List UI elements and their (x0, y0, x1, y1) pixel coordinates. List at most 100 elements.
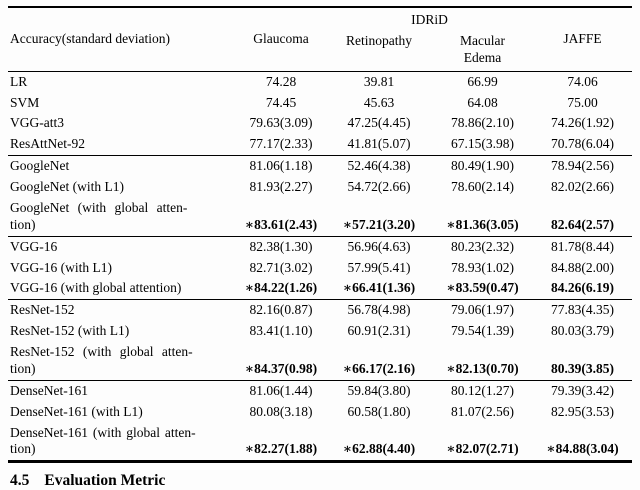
table-row: DenseNet-161 (with L1) 80.08(3.18) 60.58… (8, 402, 632, 423)
table-row: VGG-att3 79.63(3.09) 47.25(4.45) 78.86(2… (8, 113, 632, 134)
jaffe-value: 81.78(8.44) (551, 238, 614, 254)
jaffe-value: 74.26(1.92) (551, 115, 614, 131)
model-label: VGG-16 (10, 238, 58, 254)
model-label: ResAttNet-92 (10, 136, 85, 152)
glaucoma-value: 82.16(0.87) (249, 302, 313, 318)
retinopathy-value: 45.63 (363, 94, 395, 110)
jaffe-value: 82.02(2.66) (551, 179, 614, 194)
jaffe-value: 70.78(6.04) (551, 136, 614, 152)
model-label: ResNet-152 (with global atten- tion) (10, 344, 193, 376)
column-header-glaucoma: Glaucoma (253, 30, 309, 46)
macular-edema-value: 78.93(1.02) (451, 259, 514, 275)
model-label: GoogleNet (with L1) (10, 179, 124, 194)
table-row: LR 74.28 39.81 66.99 74.06 (8, 71, 632, 92)
retinopathy-value: 57.99(5.41) (347, 259, 411, 275)
jaffe-value: 82.64(2.57) (551, 216, 614, 232)
model-label: ResNet-152 (10, 302, 75, 318)
jaffe-value: 84.88(2.00) (551, 259, 614, 275)
macular-edema-value: 66.99 (467, 73, 498, 89)
glaucoma-value: 82.71(3.02) (249, 259, 313, 275)
table-header: Accuracy(standard deviation) Glaucoma ID… (8, 7, 632, 72)
macular-edema-value: 64.08 (467, 94, 498, 110)
table-row: DenseNet-161 81.06(1.44) 59.84(3.80) 80.… (8, 380, 632, 401)
retinopathy-value: 52.46(4.38) (347, 158, 411, 174)
group-googlenet: GoogleNet 81.06(1.18) 52.46(4.38) 80.49(… (8, 155, 632, 237)
glaucoma-value: 81.06(1.44) (249, 382, 313, 398)
macular-edema-value: 79.54(1.39) (451, 323, 514, 339)
model-label: VGG-16 (with L1) (10, 259, 112, 275)
model-label: DenseNet-161 (with global atten- tion) (10, 424, 196, 457)
retinopathy-value: 56.96(4.63) (347, 238, 411, 254)
table-row-best: DenseNet-161 (with global atten- tion) ∗… (8, 423, 632, 462)
table-row: VGG-16 82.38(1.30) 56.96(4.63) 80.23(2.3… (8, 236, 632, 257)
retinopathy-value: 54.72(2.66) (347, 179, 411, 194)
macular-edema-value: 78.60(2.14) (451, 179, 514, 194)
glaucoma-value: 77.17(2.33) (249, 136, 313, 152)
macular-edema-value: ∗82.07(2.71) (446, 441, 519, 457)
macular-edema-value: 67.15(3.98) (451, 136, 514, 152)
retinopathy-value: 60.91(2.31) (347, 323, 411, 339)
model-label: GoogleNet (with global atten- tion) (10, 199, 188, 232)
retinopathy-value: 59.84(3.80) (347, 382, 411, 398)
glaucoma-value: ∗84.22(1.26) (244, 280, 318, 296)
model-label: DenseNet-161 (10, 382, 88, 398)
model-label: GoogleNet (10, 158, 70, 174)
column-header-macular-edema: Macular Edema (460, 32, 505, 65)
glaucoma-value: 74.28 (265, 73, 297, 89)
group-vgg16: VGG-16 82.38(1.30) 56.96(4.63) 80.23(2.3… (8, 236, 632, 300)
glaucoma-value: 81.06(1.18) (249, 158, 313, 174)
jaffe-value: 80.39(3.85) (551, 360, 614, 376)
retinopathy-value: 56.78(4.98) (347, 302, 411, 318)
table-row-best: GoogleNet (with global atten- tion) ∗83.… (8, 198, 632, 236)
section-heading: 4.5 Evaluation Metric (8, 472, 632, 490)
jaffe-value: 77.83(4.35) (551, 302, 614, 318)
header-row-sub: Retinopathy Macular Edema (8, 33, 632, 71)
macular-edema-value: 78.86(2.10) (451, 115, 514, 131)
glaucoma-value: ∗83.61(2.43) (244, 216, 318, 232)
glaucoma-value: ∗82.27(1.88) (244, 441, 318, 457)
jaffe-value: 80.03(3.79) (551, 323, 614, 339)
jaffe-value: 74.06 (567, 73, 598, 89)
table-row-best: VGG-16 (with global attention) ∗84.22(1.… (8, 278, 632, 299)
macular-edema-value: ∗82.13(0.70) (446, 360, 519, 376)
model-label: VGG-16 (with global attention) (10, 280, 182, 296)
header-accuracy: Accuracy(standard deviation) (10, 30, 171, 46)
macular-edema-value: ∗81.36(3.05) (446, 216, 519, 232)
model-label: VGG-att3 (10, 115, 64, 131)
glaucoma-value: 82.38(1.30) (249, 238, 313, 254)
macular-edema-value: ∗83.59(0.47) (446, 280, 519, 296)
jaffe-value: 84.26(6.19) (551, 280, 614, 296)
glaucoma-value: 83.41(1.10) (249, 323, 313, 339)
group-resnet152: ResNet-152 82.16(0.87) 56.78(4.98) 79.06… (8, 299, 632, 381)
glaucoma-value: 80.08(3.18) (249, 403, 313, 419)
group-classic-models: LR 74.28 39.81 66.99 74.06 SVM 74.45 45.… (8, 71, 632, 156)
model-label: ResNet-152 (with L1) (10, 323, 130, 339)
section-title: Evaluation Metric (44, 472, 166, 490)
group-densenet161: DenseNet-161 81.06(1.44) 59.84(3.80) 80.… (8, 380, 632, 462)
jaffe-value: ∗84.88(3.04) (546, 441, 619, 457)
table-row: VGG-16 (with L1) 82.71(3.02) 57.99(5.41)… (8, 258, 632, 279)
section-number: 4.5 (10, 472, 30, 490)
table-row: SVM 74.45 45.63 64.08 75.00 (8, 93, 632, 114)
macular-edema-value: 80.23(2.32) (451, 238, 514, 254)
retinopathy-value: ∗62.88(4.40) (342, 441, 416, 457)
table-row: ResNet-152 82.16(0.87) 56.78(4.98) 79.06… (8, 300, 632, 321)
model-label: SVM (10, 94, 40, 110)
model-label: DenseNet-161 (with L1) (10, 403, 143, 419)
retinopathy-value: ∗66.17(2.16) (342, 360, 416, 376)
retinopathy-value: ∗66.41(1.36) (342, 280, 416, 296)
macular-edema-value: 80.49(1.90) (451, 158, 514, 174)
column-header-jaffe: JAFFE (563, 30, 602, 46)
results-table: Accuracy(standard deviation) Glaucoma ID… (8, 6, 632, 464)
glaucoma-value: ∗84.37(0.98) (244, 360, 318, 376)
table-row: GoogleNet (with L1) 81.93(2.27) 54.72(2.… (8, 177, 632, 198)
table-row: ResNet-152 (with L1) 83.41(1.10) 60.91(2… (8, 321, 632, 342)
table-row: ResAttNet-92 77.17(2.33) 41.81(5.07) 67.… (8, 134, 632, 155)
retinopathy-value: 39.81 (363, 73, 395, 89)
glaucoma-value: 79.63(3.09) (249, 115, 313, 131)
macular-edema-value: 81.07(2.56) (451, 403, 514, 419)
column-header-idrid: IDRiD (411, 12, 448, 27)
retinopathy-value: 60.58(1.80) (347, 403, 411, 419)
column-header-retinopathy: Retinopathy (346, 32, 412, 48)
